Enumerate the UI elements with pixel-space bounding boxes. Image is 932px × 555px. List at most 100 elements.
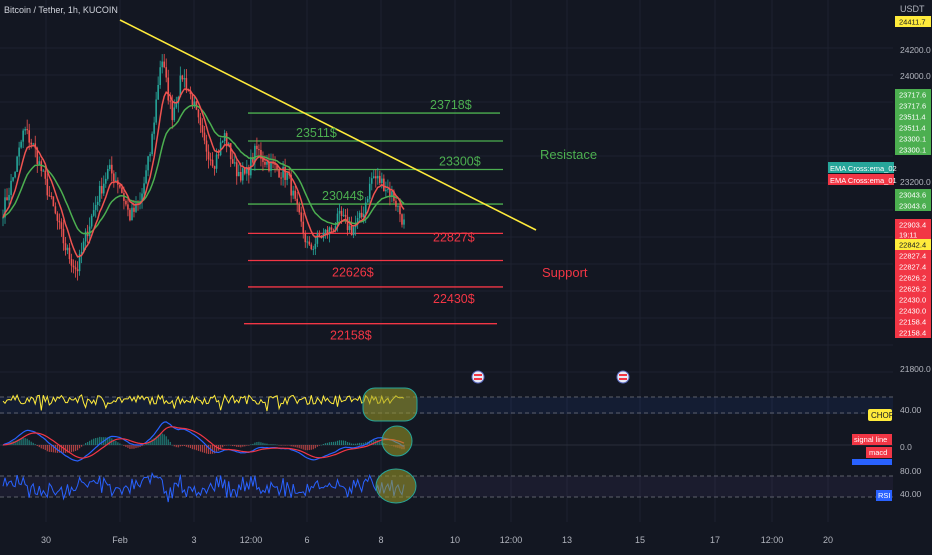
macd-histogram-bar	[30, 441, 32, 445]
us-flag-event-icon[interactable]	[471, 370, 485, 384]
candle-body	[84, 231, 87, 242]
candle-body	[191, 94, 194, 107]
macd-histogram-bar	[314, 445, 316, 449]
downtrend-line[interactable]	[119, 19, 537, 231]
macd-histogram-bar	[123, 445, 125, 446]
candle-body	[175, 103, 178, 108]
candle-body	[310, 244, 313, 250]
price-tag	[895, 250, 931, 261]
price-tag	[895, 122, 931, 133]
horizontal-levels	[244, 112, 503, 325]
price-tag-label: 23043.6	[899, 202, 926, 211]
y-tick-label: 21800.0	[900, 364, 931, 374]
macd-histogram-bar	[334, 441, 337, 445]
macd-histogram-bar	[254, 442, 256, 445]
candle-body	[153, 122, 155, 134]
candle-body	[185, 78, 188, 91]
chop-tag-label: CHOP	[871, 411, 894, 420]
macd-histogram-bar	[34, 444, 36, 445]
candle-body	[302, 221, 305, 234]
ema-line	[2, 104, 405, 235]
macd-histogram-bar	[344, 440, 347, 445]
candle-body	[14, 171, 16, 178]
macd-histogram-bar	[93, 438, 95, 445]
candle-body	[80, 251, 83, 254]
price-tag-label: 22842.4	[899, 241, 926, 250]
macd-histogram-bar	[338, 440, 341, 445]
macd-histogram-bar	[318, 445, 320, 446]
macd-histogram-bar	[272, 444, 274, 445]
macd-histogram-bar	[302, 445, 304, 450]
candle-body	[10, 180, 12, 195]
candle-body	[72, 265, 75, 268]
macd-histogram-bar	[371, 440, 373, 445]
price-tag-label: 23717.6	[899, 102, 926, 111]
candle-body	[42, 170, 45, 172]
candle-body	[304, 233, 307, 243]
support-level-label: 22626$	[332, 265, 374, 279]
candle-body	[217, 154, 220, 156]
candle-body	[203, 132, 206, 141]
price-tag	[895, 200, 931, 211]
us-flag-event-icon[interactable]	[616, 370, 630, 384]
price-tag-label: 23300.1	[899, 135, 926, 144]
macd-histogram-bar	[193, 445, 196, 450]
macd-histogram-bar	[258, 441, 260, 445]
x-tick-label: 12:00	[500, 535, 523, 545]
candle-body	[20, 141, 22, 148]
price-tag	[895, 16, 931, 27]
candles[interactable]	[2, 53, 405, 281]
macd-histogram-bar	[119, 443, 121, 445]
candle-body	[92, 210, 95, 216]
candle-body	[235, 162, 238, 177]
candle-body	[161, 61, 163, 68]
macd-histogram-bar	[78, 445, 81, 449]
chop-highlight	[362, 387, 418, 422]
macd-histogram-bar	[165, 436, 167, 445]
macd-histogram-bar	[173, 445, 175, 447]
macd-histogram-bar	[113, 439, 115, 445]
macd-histogram-bar	[373, 439, 375, 445]
candle-body	[358, 212, 361, 219]
candle-body	[151, 133, 153, 155]
support-annotation: Support	[542, 265, 588, 280]
price-tag	[895, 272, 931, 283]
time-axis: 30 Feb 3 12:00 6 8 10 12:00 13 15 17 12:00 20	[41, 535, 833, 545]
candle-body	[318, 234, 321, 237]
price-tag	[895, 327, 931, 338]
macd-histogram-bar	[288, 445, 290, 446]
candle-body	[229, 143, 232, 160]
macd-histogram-bar	[40, 445, 42, 449]
candle-body	[300, 212, 303, 222]
macd-histogram-bar	[250, 444, 252, 445]
macd-histogram-bar	[226, 445, 228, 446]
candle-body	[296, 198, 299, 205]
macd-histogram-bar	[355, 443, 357, 445]
price-tag	[895, 294, 931, 305]
macd-histogram-bar	[133, 445, 135, 449]
macd-histogram-bar	[340, 440, 343, 445]
macd-histogram-bar	[131, 445, 133, 449]
macd-histogram-bar	[228, 444, 230, 446]
candle-body	[389, 188, 391, 197]
macd-histogram-bar	[115, 440, 117, 445]
support-level-label: 22158$	[330, 329, 372, 343]
candle-body	[360, 212, 363, 218]
candle-body	[348, 225, 351, 231]
candle-body	[324, 229, 327, 233]
macd-histogram-bar	[328, 442, 331, 445]
macd-histogram-bar	[353, 443, 355, 445]
candle-body	[4, 197, 6, 218]
candle-body	[88, 226, 91, 237]
y-tick-label: 24200.0	[900, 45, 931, 55]
macd-histogram-bar	[151, 439, 153, 445]
macd-histogram-bar	[199, 445, 202, 452]
macd-histogram-bar	[129, 445, 131, 449]
macd-histogram-bar	[101, 437, 103, 445]
candle-body	[64, 243, 67, 251]
macd-histogram-bar	[278, 445, 280, 446]
macd-histogram-bar	[213, 445, 216, 454]
macd-histogram-bar	[316, 445, 318, 447]
candle-body	[290, 175, 292, 196]
